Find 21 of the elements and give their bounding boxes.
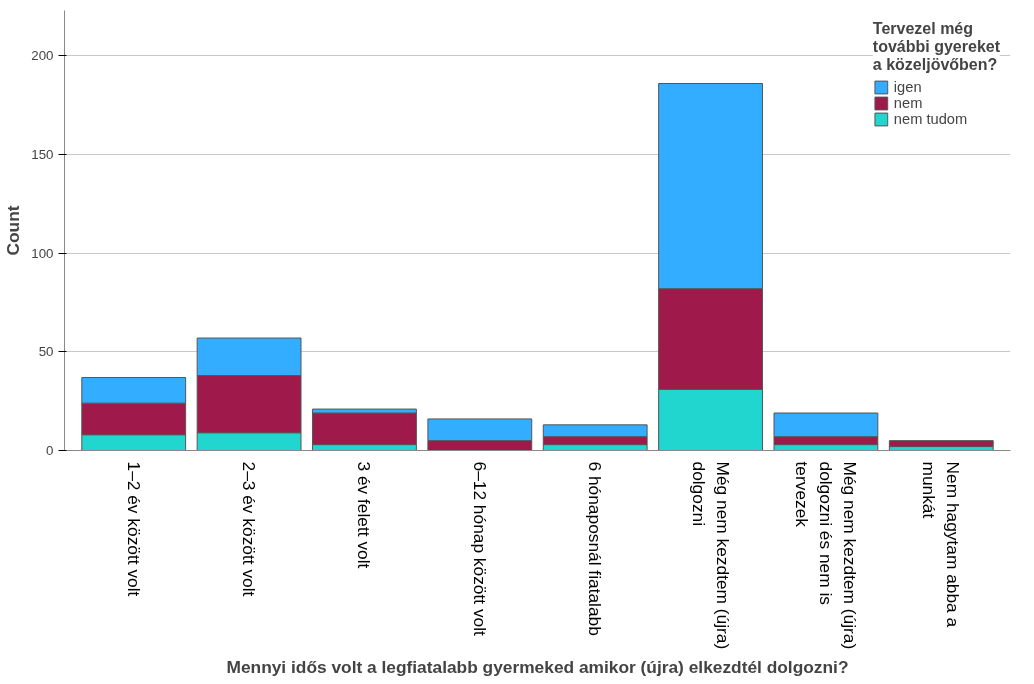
y-tick-label: 100 (31, 245, 54, 261)
y-axis-title: Count (3, 205, 24, 256)
x-tick-label: 2–3 év között volt (239, 461, 260, 597)
y-tick-label: 200 (31, 48, 54, 64)
x-tick-label: Nem hagytam abba a munkát (919, 461, 964, 628)
x-tick-label: 1–2 év között volt (123, 461, 144, 597)
x-tick-label: Még nem kezdtem (újra) dolgozni (688, 461, 733, 650)
legend-label: nem (893, 95, 923, 111)
y-tick-label: 50 (38, 344, 54, 360)
bar (888, 440, 994, 448)
legend-label: nem tudom (893, 111, 968, 127)
x-tick-label: 3 év felett volt (354, 461, 375, 569)
x-tick-label: 6 hónaposnál fiatalabb (585, 461, 606, 636)
legend-label: igen (893, 79, 922, 95)
x-axis-title: Mennyi idős volt a legfiatalabb gyermeked amikor (újra) elkezdtél dolgozni? (226, 657, 849, 678)
y-tick-label: 150 (31, 147, 54, 163)
bar (312, 412, 417, 446)
x-tick-label: Még nem kezdtem (újra) dolgozni és nem is tervezek (791, 461, 860, 650)
legend-title: Tervezel még további gyereket a közeljövőben? (872, 20, 1000, 74)
y-tick-label: 0 (46, 443, 54, 458)
x-tick-label: 6–12 hónap között volt (469, 461, 490, 637)
